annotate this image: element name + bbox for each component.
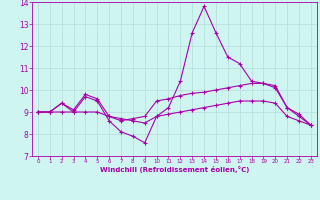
X-axis label: Windchill (Refroidissement éolien,°C): Windchill (Refroidissement éolien,°C): [100, 166, 249, 173]
